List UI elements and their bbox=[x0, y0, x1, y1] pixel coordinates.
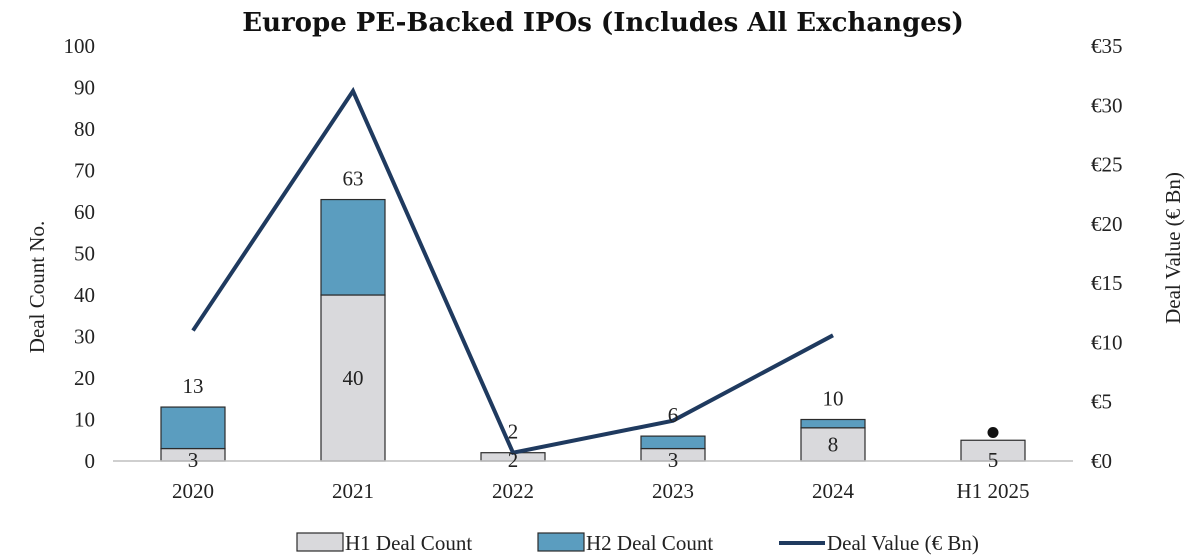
data-labels: 3 13 40 63 2 2 3 6 8 10 5 bbox=[183, 167, 999, 472]
y-tick-label: 100 bbox=[64, 34, 96, 58]
total-value-label: 2 bbox=[508, 420, 519, 444]
x-tick-label: 2021 bbox=[332, 479, 374, 503]
deal-value-marker bbox=[987, 427, 999, 439]
y2-tick-label: €10 bbox=[1091, 330, 1123, 354]
y-tick-label: 30 bbox=[74, 325, 95, 349]
y2-tick-label: €30 bbox=[1091, 93, 1123, 117]
y2-tick-label: €35 bbox=[1091, 34, 1123, 58]
y-tick-label: 90 bbox=[74, 76, 95, 100]
legend-swatch-h1 bbox=[296, 532, 344, 552]
bar-h2-deal-count bbox=[640, 435, 706, 450]
legend-label-h1: H1 Deal Count bbox=[345, 531, 472, 555]
x-tick-label: 2023 bbox=[652, 479, 694, 503]
legend-swatch-h2 bbox=[537, 532, 585, 552]
h1-value-label: 3 bbox=[668, 448, 679, 472]
h1-value-label: 40 bbox=[343, 366, 364, 390]
legend-label-h2: H2 Deal Count bbox=[586, 531, 713, 555]
y-tick-label: 20 bbox=[74, 366, 95, 390]
chart-title: Europe PE-Backed IPOs (Includes All Exch… bbox=[242, 8, 964, 38]
y-tick-label: 10 bbox=[74, 408, 95, 432]
y-tick-label: 50 bbox=[74, 242, 95, 266]
y-tick-label: 80 bbox=[74, 117, 95, 141]
deal-value-line-path bbox=[191, 86, 834, 455]
bar-h2-deal-count bbox=[160, 406, 226, 450]
total-value-label: 13 bbox=[183, 374, 204, 398]
y2-tick-label: €20 bbox=[1091, 212, 1123, 236]
y-tick-label: 60 bbox=[74, 200, 95, 224]
right-axis-ticks: €0 €5 €10 €15 €20 €25 €30 €35 bbox=[1091, 34, 1123, 473]
y-axis-title: Deal Count No. bbox=[25, 221, 49, 353]
y-tick-label: 70 bbox=[74, 159, 95, 183]
bar-h1-deal-count bbox=[800, 427, 866, 462]
x-tick-label: H1 2025 bbox=[957, 479, 1030, 503]
x-tick-label: 2024 bbox=[812, 479, 855, 503]
left-axis-ticks: 0 10 20 30 40 50 60 70 80 90 100 bbox=[64, 34, 96, 473]
y2-tick-label: €5 bbox=[1091, 390, 1112, 414]
h1-value-label: 3 bbox=[188, 448, 199, 472]
x-axis-ticks: 2020 2021 2022 2023 2024 H1 2025 bbox=[172, 479, 1029, 503]
h1-value-label: 5 bbox=[988, 448, 999, 472]
y2-tick-label: €25 bbox=[1091, 153, 1123, 177]
y-tick-label: 0 bbox=[85, 449, 96, 473]
y2-tick-label: €0 bbox=[1091, 449, 1112, 473]
bar-h2-deal-count bbox=[320, 198, 386, 296]
total-value-label: 10 bbox=[823, 387, 844, 411]
total-value-label: 63 bbox=[343, 167, 364, 191]
bar-h1-deal-count bbox=[320, 294, 386, 462]
y2-tick-label: €15 bbox=[1091, 271, 1123, 295]
deal-value-line bbox=[191, 86, 999, 455]
x-tick-label: 2022 bbox=[492, 479, 534, 503]
h1-value-label: 2 bbox=[508, 448, 519, 472]
y-tick-label: 40 bbox=[74, 283, 95, 307]
y2-axis-title: Deal Value (€ Bn) bbox=[1161, 172, 1185, 324]
legend: H1 Deal Count H2 Deal Count Deal Value (€ … bbox=[296, 531, 979, 555]
h1-value-label: 8 bbox=[828, 432, 839, 456]
total-value-label: 6 bbox=[668, 403, 679, 427]
bars bbox=[160, 198, 1026, 462]
x-tick-label: 2020 bbox=[172, 479, 214, 503]
legend-label-line: Deal Value (€ Bn) bbox=[827, 531, 979, 555]
bar-h2-deal-count bbox=[800, 418, 866, 429]
